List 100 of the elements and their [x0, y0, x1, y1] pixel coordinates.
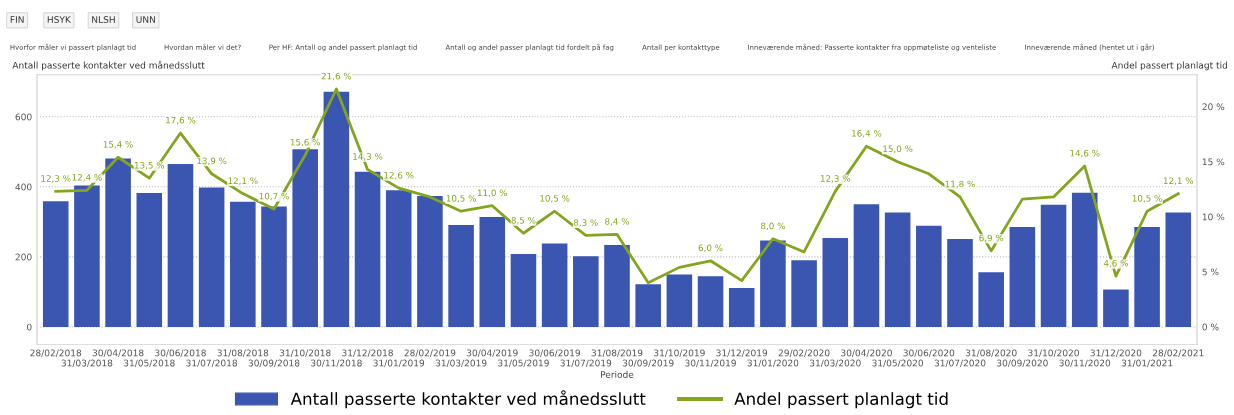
y2-tick-label: 10 %: [1202, 213, 1225, 221]
bar: [230, 201, 256, 327]
bar: [1009, 227, 1036, 327]
data-label: 12,3 %: [820, 175, 851, 183]
y-tick-label: 200: [15, 253, 32, 261]
data-label: 8,3 %: [573, 219, 598, 227]
x-tick-label: 29/02/2020: [778, 349, 830, 358]
data-label: 8,0 %: [761, 222, 785, 231]
bar: [74, 185, 100, 327]
bar: [105, 158, 131, 327]
data-label: 8,5 %: [511, 217, 536, 225]
data-label: 12,1 %: [228, 177, 258, 185]
text: NLSH: [92, 16, 115, 23]
bar: [697, 276, 724, 327]
data-label: 10,5 %: [446, 195, 476, 203]
legend-label: Antall passerte kontakter ved månedsslutt: [290, 390, 646, 409]
bar: [728, 288, 755, 327]
y2-tick-label: 20 %: [1202, 103, 1225, 111]
bar: [573, 256, 599, 327]
bar: [791, 260, 817, 327]
x-tick-label: 28/02/2021: [1152, 349, 1204, 358]
bar: [541, 243, 568, 327]
x-tick-label: 30/04/2018: [92, 349, 144, 358]
x-tick-label: 30/06/2020: [903, 349, 955, 358]
bar: [916, 225, 942, 327]
data-label: 4,6 %: [1103, 259, 1128, 268]
x-tick-label: 30/04/2020: [841, 349, 892, 358]
x-tick-label: 31/12/2019: [716, 349, 768, 358]
x-tick-label: 30/06/2019: [529, 349, 581, 358]
data-label: 17,6 %: [166, 116, 196, 125]
x-tick-label: 31/01/2019: [373, 359, 425, 368]
y-tick-label: 400: [15, 183, 32, 191]
data-label: 10,5 %: [540, 195, 570, 203]
bar: [292, 149, 318, 327]
data-label: 12,1 %: [1163, 177, 1194, 185]
legend-label: Andel passert planlagt tid: [734, 392, 948, 409]
x-tick-label: 31/08/2018: [217, 349, 269, 358]
bar: [323, 91, 350, 327]
x-tick-label: 31/07/2018: [186, 359, 238, 368]
bar: [853, 204, 880, 327]
x-tick-label: 31/05/2018: [123, 359, 175, 368]
y2-axis-title: Andel passert planlagt tid: [1111, 61, 1228, 71]
bar: [167, 164, 194, 327]
x-tick-label: 30/11/2018: [311, 359, 362, 368]
y2-tick-label: 0 %: [1202, 323, 1219, 331]
bar: [635, 284, 661, 327]
x-tick-label: 30/09/2020: [997, 359, 1048, 368]
x-tick-label: 31/07/2020: [934, 359, 986, 368]
x-tick-label: 31/01/2021: [1121, 359, 1173, 368]
data-label: 6,9 %: [979, 234, 1004, 243]
x-tick-label: 30/06/2018: [155, 349, 206, 358]
bar: [136, 193, 163, 327]
bar: [385, 190, 412, 327]
data-label: 10,7 %: [259, 192, 289, 201]
bar: [1165, 212, 1192, 327]
bar: [1040, 204, 1067, 327]
bar: [666, 274, 693, 327]
data-label: 15,6 %: [290, 138, 320, 147]
bar: [822, 237, 849, 327]
y-tick-label: 600: [15, 113, 32, 121]
x-tick-label: 30/09/2019: [622, 359, 674, 368]
x-tick-label: 31/05/2019: [498, 359, 549, 368]
x-tick-label: 31/03/2018: [61, 359, 113, 368]
data-label: 14,3 %: [353, 153, 383, 161]
y2-tick-label: 15 %: [1202, 158, 1225, 166]
bar: [884, 212, 911, 327]
text: FIN: [10, 16, 24, 23]
bar: [448, 224, 474, 327]
bar: [417, 195, 443, 327]
x-tick-label: 31/10/2018: [279, 349, 331, 358]
text: UNN: [136, 16, 155, 23]
x-axis-title: Periode: [601, 370, 634, 378]
data-label: 8,4 %: [605, 218, 630, 226]
data-label: 10,5 %: [1132, 195, 1162, 203]
bar: [261, 206, 287, 327]
x-tick-label: 31/10/2020: [1028, 349, 1079, 358]
x-tick-label: 28/02/2019: [404, 349, 456, 358]
y2-tick-label: 5 %: [1202, 268, 1219, 276]
bar: [42, 201, 69, 327]
bar: [510, 254, 537, 327]
bar: [479, 216, 506, 327]
text: HSYK: [47, 16, 72, 23]
data-label: 21,6 %: [321, 72, 352, 81]
y-axis-title: Antall passerte kontakter ved månedsslutt: [12, 60, 205, 71]
x-tick-label: 31/08/2019: [591, 349, 643, 358]
x-tick-label: 31/08/2020: [965, 349, 1017, 358]
x-tick-label: 31/03/2019: [435, 359, 487, 368]
x-tick-label: 31/05/2020: [872, 359, 924, 368]
bar: [978, 272, 1004, 327]
bar: [1071, 192, 1098, 327]
data-label: 12,4 %: [72, 174, 102, 182]
data-label: 11,0 %: [477, 189, 508, 198]
x-tick-label: 31/12/2020: [1090, 349, 1142, 358]
data-label: 15,0 %: [883, 145, 913, 153]
data-label: 11,8 %: [945, 180, 975, 189]
x-tick-label: 31/01/2020: [747, 359, 799, 368]
bar: [354, 171, 381, 327]
data-label: 14,6 %: [1070, 149, 1100, 158]
x-tick-label: 30/09/2018: [248, 359, 300, 368]
x-tick-label: 31/03/2020: [809, 359, 861, 368]
